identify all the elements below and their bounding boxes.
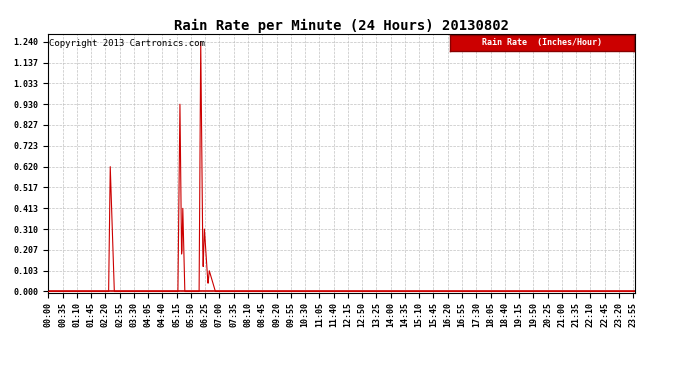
Text: Copyright 2013 Cartronics.com: Copyright 2013 Cartronics.com bbox=[50, 39, 206, 48]
Title: Rain Rate per Minute (24 Hours) 20130802: Rain Rate per Minute (24 Hours) 20130802 bbox=[174, 18, 509, 33]
